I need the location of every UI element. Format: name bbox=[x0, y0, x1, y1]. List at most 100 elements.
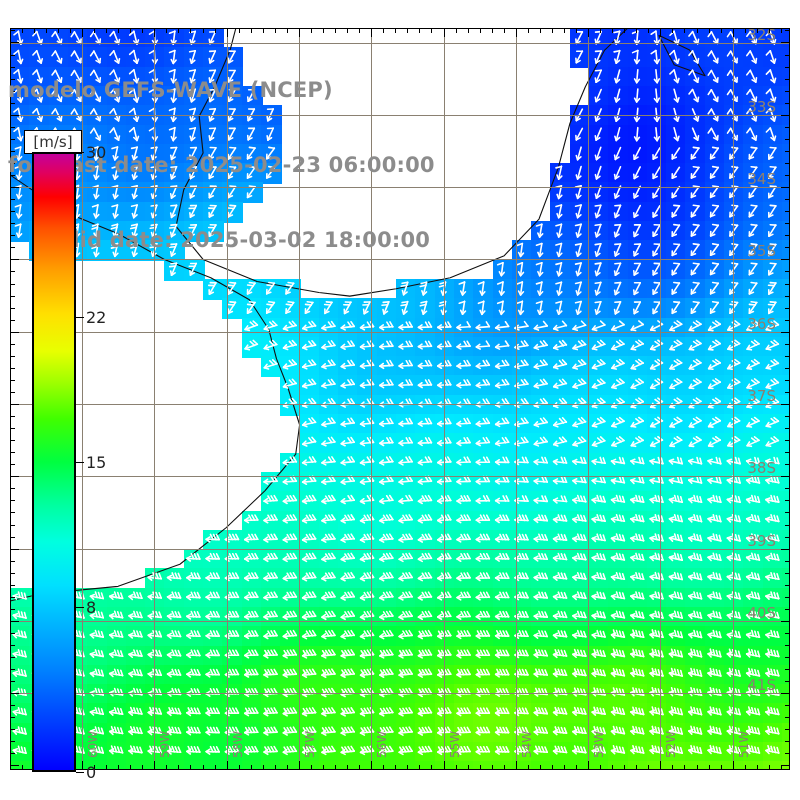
axis-tick bbox=[785, 284, 790, 285]
axis-tick bbox=[227, 761, 228, 770]
axis-tick bbox=[10, 175, 15, 176]
axis-tick bbox=[10, 525, 15, 526]
axis-tick bbox=[215, 28, 216, 33]
axis-tick bbox=[130, 28, 131, 33]
gridline-parallel bbox=[10, 331, 790, 333]
axis-tick bbox=[781, 187, 790, 188]
axis-tick bbox=[785, 500, 790, 501]
longitude-tick-label: 59W bbox=[158, 730, 173, 758]
latitude-tick-label: 37S bbox=[747, 387, 776, 405]
latitude-tick-label: 38S bbox=[747, 459, 776, 478]
longitude-tick-label: 58W bbox=[230, 730, 245, 758]
axis-tick bbox=[709, 28, 710, 33]
axis-tick bbox=[576, 765, 577, 770]
axis-tick bbox=[785, 705, 790, 706]
axis-tick bbox=[781, 115, 790, 116]
gridline-parallel bbox=[10, 476, 790, 478]
latitude-tick-label: 39S bbox=[747, 531, 776, 550]
axis-tick bbox=[785, 55, 790, 56]
axis-tick bbox=[785, 657, 790, 658]
axis-tick bbox=[395, 28, 396, 33]
axis-tick bbox=[287, 765, 288, 770]
wind-speed-raster bbox=[10, 28, 790, 770]
colorbar-tick-label: 0 bbox=[86, 763, 97, 782]
axis-tick bbox=[10, 187, 19, 188]
axis-tick bbox=[785, 235, 790, 236]
axis-tick bbox=[419, 28, 420, 33]
axis-tick bbox=[785, 296, 790, 297]
axis-tick bbox=[10, 271, 15, 272]
axis-tick bbox=[10, 488, 15, 489]
axis-tick bbox=[785, 344, 790, 345]
axis-tick bbox=[781, 765, 790, 766]
axis-tick bbox=[781, 42, 790, 43]
gridline-meridian bbox=[588, 28, 590, 770]
axis-tick bbox=[785, 464, 790, 465]
axis-tick bbox=[10, 30, 15, 31]
axis-tick bbox=[10, 753, 15, 754]
axis-tick bbox=[540, 28, 541, 33]
axis-tick bbox=[10, 308, 15, 309]
map-plot-area[interactable]: 60W 59W 58W 57W 56W 55W 54W 53W 52W 51W 32S 33S 34S… bbox=[10, 28, 790, 770]
axis-tick bbox=[781, 621, 790, 622]
axis-tick bbox=[785, 211, 790, 212]
axis-tick bbox=[785, 525, 790, 526]
axis-tick bbox=[785, 741, 790, 742]
axis-tick bbox=[785, 163, 790, 164]
axis-tick bbox=[10, 585, 15, 586]
axis-tick bbox=[528, 765, 529, 770]
axis-tick bbox=[10, 356, 15, 357]
gridline-meridian bbox=[371, 28, 373, 770]
axis-tick bbox=[10, 91, 15, 92]
axis-tick bbox=[785, 151, 790, 152]
axis-tick bbox=[347, 765, 348, 770]
axis-tick bbox=[785, 79, 790, 80]
axis-tick bbox=[612, 765, 613, 770]
axis-tick bbox=[10, 103, 15, 104]
axis-tick bbox=[94, 28, 95, 33]
axis-tick bbox=[785, 199, 790, 200]
axis-tick bbox=[10, 344, 15, 345]
axis-tick bbox=[757, 28, 758, 33]
axis-tick bbox=[781, 28, 782, 33]
colorbar-tick bbox=[76, 462, 84, 463]
axis-tick bbox=[504, 28, 505, 33]
axis-tick bbox=[564, 765, 565, 770]
axis-tick bbox=[721, 28, 722, 33]
axis-tick bbox=[733, 28, 734, 37]
axis-tick bbox=[178, 765, 179, 770]
axis-tick bbox=[10, 211, 15, 212]
axis-tick bbox=[552, 28, 553, 33]
axis-tick bbox=[10, 549, 19, 550]
axis-tick bbox=[10, 115, 19, 116]
axis-tick bbox=[785, 67, 790, 68]
axis-tick bbox=[190, 765, 191, 770]
axis-tick bbox=[383, 765, 384, 770]
axis-tick bbox=[781, 549, 790, 550]
axis-tick bbox=[660, 28, 661, 37]
axis-tick bbox=[10, 223, 15, 224]
axis-tick bbox=[10, 645, 15, 646]
axis-tick bbox=[781, 404, 790, 405]
axis-tick bbox=[564, 28, 565, 33]
axis-tick bbox=[600, 28, 601, 33]
axis-tick bbox=[785, 585, 790, 586]
title-valid-line: valid date: 2025-03-02 18:00:00 bbox=[44, 228, 431, 252]
colorbar-gradient[interactable] bbox=[32, 152, 76, 772]
latitude-tick-label: 33S bbox=[747, 97, 776, 116]
axis-tick bbox=[263, 28, 264, 33]
axis-tick bbox=[335, 765, 336, 770]
axis-tick bbox=[785, 392, 790, 393]
axis-tick bbox=[10, 452, 15, 453]
axis-tick bbox=[203, 28, 204, 33]
longitude-tick-label: 57W bbox=[302, 730, 317, 758]
axis-tick bbox=[10, 440, 15, 441]
colorbar-tick-label: 22 bbox=[86, 308, 107, 328]
axis-tick bbox=[10, 633, 15, 634]
axis-tick bbox=[785, 645, 790, 646]
longitude-tick-label: 51W bbox=[736, 730, 751, 758]
axis-tick bbox=[275, 765, 276, 770]
axis-tick bbox=[10, 597, 15, 598]
latitude-tick-label: 32S bbox=[747, 28, 776, 44]
longitude-tick-label: 56W bbox=[375, 730, 390, 758]
